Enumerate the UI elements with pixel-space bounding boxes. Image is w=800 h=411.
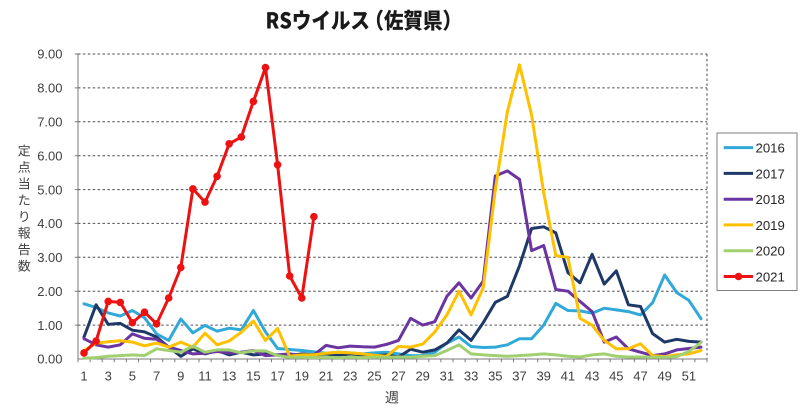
svg-text:9.00: 9.00 bbox=[37, 47, 62, 62]
svg-text:7: 7 bbox=[153, 369, 160, 384]
svg-text:27: 27 bbox=[391, 369, 405, 384]
svg-text:1: 1 bbox=[80, 369, 87, 384]
svg-text:39: 39 bbox=[536, 369, 550, 384]
svg-text:1.00: 1.00 bbox=[37, 318, 62, 333]
svg-text:37: 37 bbox=[512, 369, 526, 384]
svg-text:35: 35 bbox=[488, 369, 502, 384]
svg-text:33: 33 bbox=[464, 369, 478, 384]
svg-text:7.00: 7.00 bbox=[37, 115, 62, 130]
svg-text:6.00: 6.00 bbox=[37, 148, 62, 163]
svg-text:31: 31 bbox=[440, 369, 454, 384]
svg-text:13: 13 bbox=[222, 369, 236, 384]
svg-text:2019: 2019 bbox=[756, 218, 785, 233]
svg-text:43: 43 bbox=[585, 369, 599, 384]
svg-text:4.00: 4.00 bbox=[37, 216, 62, 231]
svg-text:19: 19 bbox=[295, 369, 309, 384]
svg-text:0.00: 0.00 bbox=[37, 352, 62, 367]
svg-text:2017: 2017 bbox=[756, 166, 785, 181]
svg-text:17: 17 bbox=[270, 369, 284, 384]
svg-text:3: 3 bbox=[105, 369, 112, 384]
svg-text:47: 47 bbox=[633, 369, 647, 384]
svg-text:15: 15 bbox=[246, 369, 260, 384]
svg-text:2020: 2020 bbox=[756, 244, 785, 259]
svg-text:25: 25 bbox=[367, 369, 381, 384]
svg-text:2016: 2016 bbox=[756, 141, 785, 156]
svg-text:2021: 2021 bbox=[756, 270, 785, 285]
svg-text:29: 29 bbox=[415, 369, 429, 384]
svg-text:3.00: 3.00 bbox=[37, 250, 62, 265]
svg-text:2.00: 2.00 bbox=[37, 284, 62, 299]
svg-text:8.00: 8.00 bbox=[37, 81, 62, 96]
svg-text:11: 11 bbox=[198, 369, 212, 384]
svg-text:45: 45 bbox=[609, 369, 623, 384]
svg-text:5.00: 5.00 bbox=[37, 182, 62, 197]
svg-text:49: 49 bbox=[657, 369, 671, 384]
svg-text:41: 41 bbox=[561, 369, 575, 384]
svg-text:5: 5 bbox=[129, 369, 136, 384]
svg-text:51: 51 bbox=[682, 369, 696, 384]
svg-text:9: 9 bbox=[177, 369, 184, 384]
svg-text:2018: 2018 bbox=[756, 192, 785, 207]
svg-text:23: 23 bbox=[343, 369, 357, 384]
svg-text:21: 21 bbox=[319, 369, 333, 384]
